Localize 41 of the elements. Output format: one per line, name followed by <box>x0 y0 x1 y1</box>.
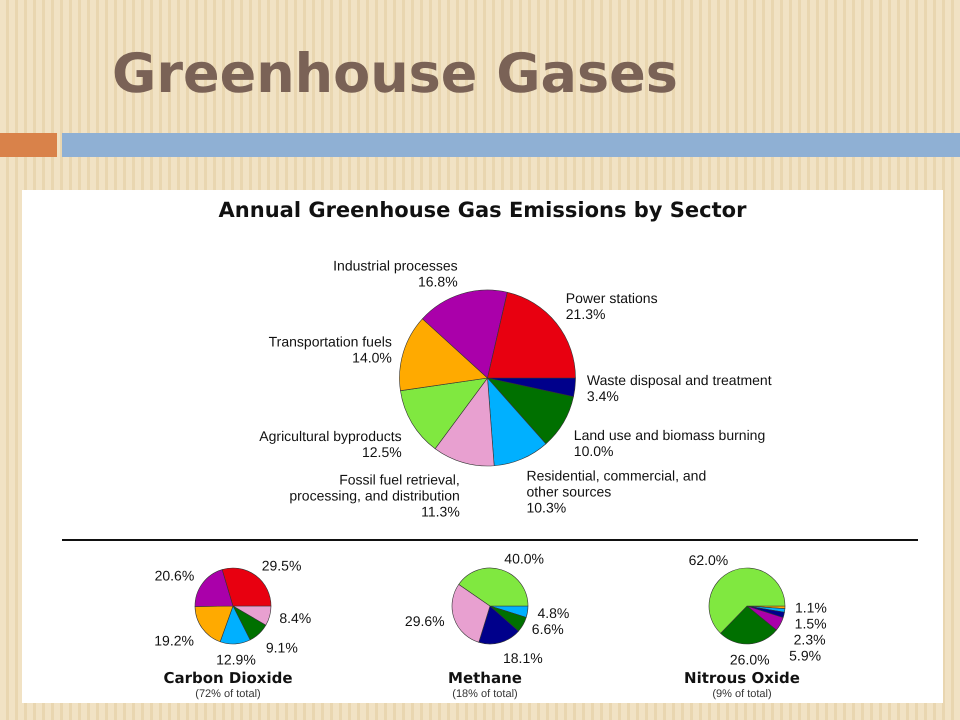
data-label: 14.0% <box>352 349 392 366</box>
data-label: 9.1% <box>266 639 298 656</box>
slice-label: Fossil fuel retrieval, processing, and distribution <box>289 472 460 504</box>
data-label: 20.6% <box>154 567 194 584</box>
text: (18% of total) <box>451 688 519 700</box>
data-label: 26.0% <box>730 652 770 668</box>
slice-label: Land use and biomass burning <box>574 427 766 444</box>
data-label: 3.4% <box>586 388 619 404</box>
data-label: 19.2% <box>154 632 194 649</box>
data-label: 5.9% <box>789 647 822 664</box>
slice-label: Power stations <box>566 290 658 306</box>
slice-label: Waste disposal and treatment <box>586 372 772 388</box>
text: Carbon Dioxide <box>162 669 294 687</box>
slice-label: Industrial processes <box>333 257 458 274</box>
text: (9% of total) <box>711 688 773 700</box>
slice-label: Transportation fuels <box>268 333 392 350</box>
slice-label: Residential, commercial, and other sources <box>526 468 706 500</box>
chart-subtitle: Annual Greenhouse Gas Emissions by Sector <box>218 198 748 222</box>
data-label: 4.8% <box>537 604 570 621</box>
data-label: 11.3% <box>421 504 460 520</box>
data-label: 8.4% <box>279 610 312 626</box>
data-label: 62.0% <box>688 552 728 568</box>
text: (72% of total) <box>194 688 262 700</box>
data-label: 16.8% <box>418 273 458 290</box>
data-label: 10.0% <box>574 443 614 460</box>
chart-title: Greenhouse Gases <box>112 42 678 105</box>
text: Methane <box>447 669 523 687</box>
data-label: 10.3% <box>526 500 566 516</box>
data-label: 1.5% <box>794 615 827 632</box>
data-label: 1.1% <box>794 599 827 616</box>
data-label: 40.0% <box>504 550 544 567</box>
data-label: 12.9% <box>216 652 256 668</box>
data-label: 2.3% <box>794 631 826 648</box>
text: Nitrous Oxide <box>683 669 801 687</box>
data-label: 29.5% <box>262 558 302 574</box>
slice-label: Agricultural byproducts <box>259 428 402 444</box>
data-label: 29.6% <box>404 612 445 629</box>
data-label: 21.3% <box>566 306 606 322</box>
data-label: 18.1% <box>503 650 543 666</box>
data-label: 6.6% <box>532 620 564 637</box>
data-label: 12.5% <box>362 444 402 460</box>
